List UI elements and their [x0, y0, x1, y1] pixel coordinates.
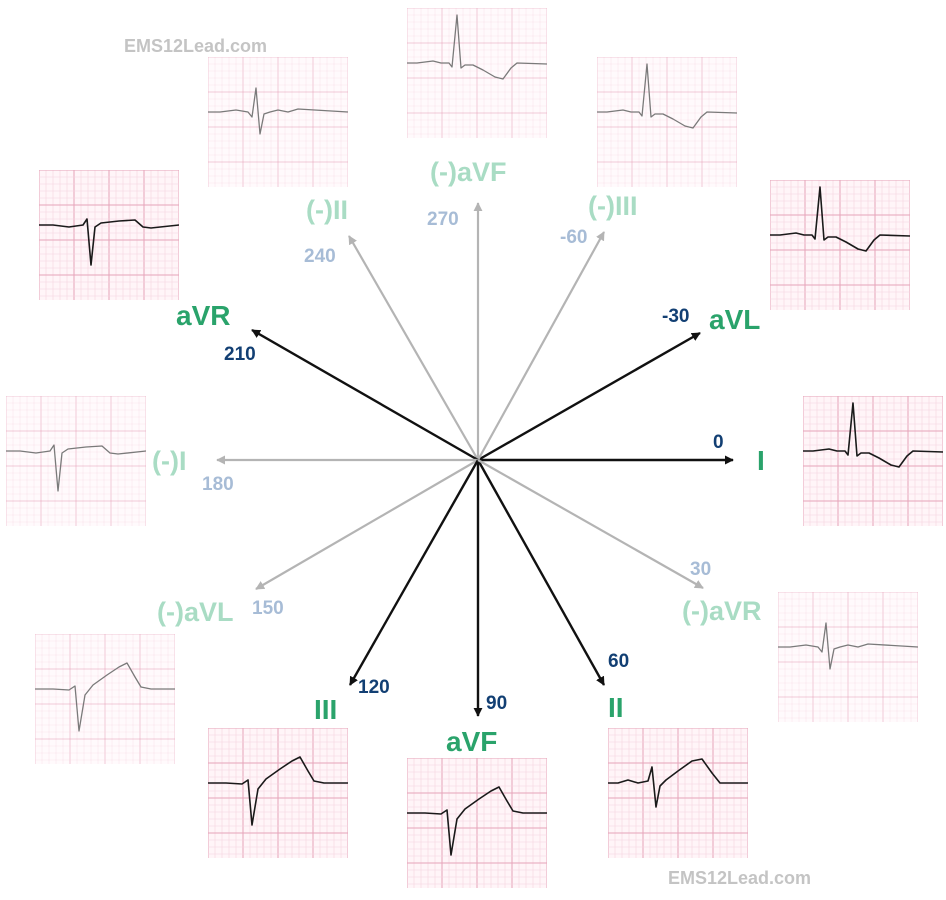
ecg-strip-neg-aVR: [778, 592, 918, 722]
degree-label-180: 180: [202, 474, 234, 495]
lead-label-neg-aVL: (-)aVL: [157, 597, 234, 627]
degree-label-90: 90: [486, 693, 508, 714]
axis-II: [476, 459, 606, 686]
degree-label-120: 120: [358, 677, 390, 698]
axis-III: [348, 459, 480, 686]
watermark-top: EMS12Lead.com: [124, 36, 268, 56]
ecg-trace-neg-I: [6, 444, 146, 492]
ecg-trace-neg-aVL: [35, 662, 175, 732]
lead-label-aVF: aVF: [446, 726, 498, 757]
degree-label-neg60: -60: [560, 227, 588, 248]
ecg-trace-neg-aVR: [778, 622, 918, 670]
degree-label-30: 30: [690, 559, 712, 580]
ecg-trace-II: [608, 758, 748, 808]
lead-label-aVR: aVR: [176, 300, 231, 331]
axis-neg-aVR: [477, 459, 704, 589]
ecg-trace-III: [208, 756, 348, 826]
lead-label-neg-II: (-)II: [306, 195, 348, 225]
axis-aVL: [477, 331, 701, 462]
ecg-strip-neg-II: [208, 57, 348, 187]
watermark-bottom: EMS12Lead.com: [668, 868, 812, 888]
lead-label-neg-aVR: (-)aVR: [682, 596, 762, 626]
lead-label-neg-III: (-)III: [588, 191, 638, 221]
axis-neg-aVL: [255, 459, 479, 590]
ecg-trace-aVR: [39, 218, 179, 266]
axis-neg-II: [348, 235, 479, 461]
ecg-trace-aVF: [407, 786, 547, 856]
degree-label-0: 0: [713, 432, 724, 453]
lead-label-I: I: [757, 445, 765, 476]
degree-label-neg30: -30: [662, 306, 690, 327]
ecg-trace-neg-II: [208, 87, 348, 135]
ecg-strip-aVR: [39, 170, 179, 300]
ecg-trace-aVL: [770, 186, 910, 252]
lead-label-aVL: aVL: [709, 304, 761, 335]
ecg-strip-neg-aVL: [35, 634, 175, 764]
degree-label-240: 240: [304, 246, 336, 267]
degree-label-150: 150: [252, 598, 284, 619]
ecg-trace-neg-aVF: [407, 14, 547, 80]
degree-label-210: 210: [224, 344, 256, 365]
ecg-strip-II: [608, 728, 748, 858]
lead-label-neg-aVF: (-)aVF: [430, 157, 507, 187]
ecg-strip-I: [803, 396, 943, 526]
axis-aVR: [251, 328, 479, 462]
degree-label-60: 60: [608, 651, 630, 672]
ecg-trace-I: [803, 402, 943, 468]
ecg-strip-III: [208, 728, 348, 858]
lead-label-II: II: [608, 692, 624, 723]
ecg-strip-neg-III: [597, 57, 737, 187]
ecg-strip-aVL: [770, 180, 910, 310]
degree-label-270: 270: [427, 209, 459, 230]
ecg-strip-neg-aVF: [407, 8, 547, 138]
lead-label-neg-I: (-)I: [152, 446, 187, 476]
axis-neg-III: [477, 231, 605, 461]
ecg-trace-neg-III: [597, 63, 737, 129]
ecg-strip-neg-I: [6, 396, 146, 526]
lead-label-III: III: [314, 694, 338, 725]
ecg-strip-aVF: [407, 758, 547, 888]
